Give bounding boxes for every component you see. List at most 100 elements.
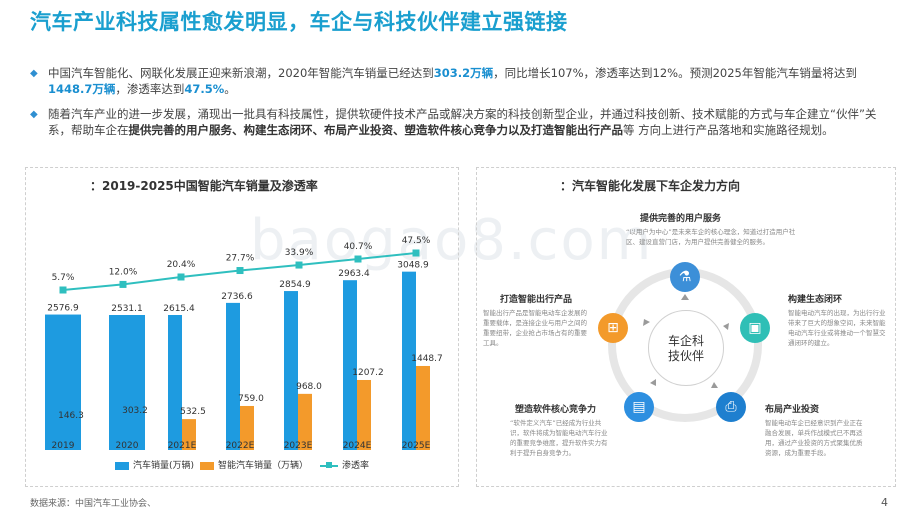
label-smart-2025E: 1448.7 — [411, 354, 443, 364]
hub-center-line-1: 车企科 — [667, 334, 704, 348]
bar-smart-2021E — [182, 419, 196, 450]
label-rate-2022E: 27.7% — [226, 254, 255, 264]
page-number: 4 — [881, 496, 888, 509]
x-tick-2021E: 2021E — [168, 441, 197, 451]
bullet-2-bold: 提供完善的用户服务、构建生态闭环、布局产业投资、塑造软件核心竞争力以及打造智能出… — [128, 123, 624, 137]
bullet-2-text: 随着汽车产业的进一步发展，涌现出一批具有科技属性，提供软硬件技术产品或解决方案的… — [48, 107, 877, 137]
source-note: 数据来源：中国汽车工业协会、 — [30, 499, 157, 509]
chart-panel — [25, 167, 459, 487]
bar-total-2025E — [402, 271, 416, 450]
bullet-1-highlight-rate-2025: 47.5% — [184, 82, 225, 96]
label-smart-2019: 146.3 — [58, 411, 84, 421]
node-ecosystem: ▣ — [740, 313, 770, 343]
network-icon: ⊞ — [607, 320, 619, 336]
hub-center-label: 车企科 技伙伴 — [648, 334, 724, 364]
bar-total-2021E — [168, 315, 182, 450]
point-rate-2022E — [236, 267, 244, 275]
bullet-1: ◆ 中国汽车智能化、网联化发展正迎来新浪潮，2020年智能汽车销量已经达到303… — [30, 65, 870, 97]
bullet-1-text-4: 。 — [224, 82, 236, 96]
bullet-1-text: 中国汽车智能化、网联化发展正迎来新浪潮，2020年智能汽车销量已经达到 — [48, 66, 434, 80]
bar-smart-2023E — [298, 393, 312, 450]
chart-panel-title: ：2019-2025中国智能汽车销量及渗透率 — [90, 179, 318, 193]
bar-total-2020 — [109, 315, 145, 450]
block-desc-investment: 智能电动车企已经意识到产业正在融合发展，单兵作战模式已不再适用，通过产业投资的方… — [765, 419, 863, 457]
legend-swatch-smart — [200, 461, 214, 470]
node-user-service: ⚗ — [670, 262, 700, 292]
label-rate-2019: 5.7% — [52, 273, 75, 283]
block-title-software: 塑造软件核心竞争力 — [515, 405, 597, 415]
label-total-2023E: 2854.9 — [279, 280, 311, 290]
label-total-2025E: 3048.9 — [397, 261, 429, 271]
block-desc-ecosystem: 智能电动汽车的出现，为出行行业带来了巨大的想象空间，未来智能电动汽车行业或将推动… — [788, 309, 886, 347]
block-desc-mobility: 智能出行产品是智能电动车企发展的重要载体，是连接企业与用户之间的重要纽带，企业抢… — [483, 309, 587, 347]
directions-panel — [476, 167, 896, 487]
bullet-1-text-2: ，同比增长107%，渗透率达到12%。预测2025年智能汽车销量将达到 — [493, 66, 857, 80]
x-tick-2023E: 2023E — [284, 441, 313, 451]
image-icon: ▣ — [748, 320, 762, 336]
bar-total-2023E — [284, 291, 298, 450]
x-tick-2020: 2020 — [116, 441, 139, 451]
point-rate-2025E — [412, 249, 420, 257]
point-rate-2020 — [119, 280, 127, 288]
label-rate-2023E: 33.9% — [285, 248, 314, 258]
legend-label-rate: 渗透率 — [342, 461, 370, 471]
document-icon: ▤ — [632, 399, 646, 415]
label-total-2024E: 2963.4 — [338, 269, 370, 279]
label-smart-2024E: 1207.2 — [352, 368, 384, 378]
x-tick-2019: 2019 — [52, 441, 75, 451]
hub-center-line-2: 技伙伴 — [667, 349, 704, 363]
block-title-mobility: 打造智能出行产品 — [500, 295, 573, 305]
block-desc-user-service: “以用户为中心”是未来车企的核心理念，知道过打造用户社区、建设直营门店，为用户提… — [626, 228, 796, 246]
legend-label-total: 汽车销量(万辆) — [133, 461, 195, 471]
legend-total: 汽车销量(万辆) — [115, 458, 194, 471]
point-rate-2024E — [354, 255, 362, 263]
label-smart-2020: 303.2 — [122, 406, 148, 416]
bullet-1-text-3: ，渗透率达到 — [115, 82, 185, 96]
bar-smart-2025E — [416, 365, 430, 450]
block-title-user-service: 提供完善的用户服务 — [640, 214, 722, 224]
point-rate-2021E — [177, 273, 185, 281]
flask-icon: ⚗ — [678, 269, 692, 285]
hub-center — [648, 310, 724, 386]
diamond-bullet-icon: ◆ — [30, 68, 38, 79]
label-rate-2025E: 47.5% — [402, 236, 431, 246]
bar-smart-2024E — [357, 379, 371, 450]
legend-label-smart: 智能汽车销量（万辆） — [218, 461, 309, 471]
label-rate-2021E: 20.4% — [167, 260, 196, 270]
x-tick-2022E: 2022E — [226, 441, 255, 451]
label-total-2022E: 2736.6 — [221, 292, 253, 302]
legend-smart: 智能汽车销量（万辆） — [200, 458, 308, 471]
label-rate-2020: 12.0% — [109, 267, 138, 277]
block-title-ecosystem: 构建生态闭环 — [788, 295, 843, 305]
bullet-2: ◆ 随着汽车产业的进一步发展，涌现出一批具有科技属性，提供软硬件技术产品或解决方… — [30, 106, 890, 138]
node-mobility: ⊞ — [598, 313, 628, 343]
bullet-1-highlight-sales-2020: 303.2万辆 — [433, 66, 494, 80]
node-software: ▤ — [624, 392, 654, 422]
bar-total-2024E — [343, 280, 357, 450]
legend-swatch-rate — [320, 461, 338, 468]
page-title: 汽车产业科技属性愈发明显，车企与科技伙伴建立强链接 — [30, 10, 568, 34]
bullet-1-highlight-sales-2025: 1448.7万辆 — [48, 82, 116, 96]
bar-total-2022E — [226, 302, 240, 450]
legend-rate: 渗透率 — [320, 458, 369, 471]
diamond-bullet-icon: ◆ — [30, 109, 38, 120]
directions-panel-title: ：汽车智能化发展下车企发力方向 — [560, 179, 741, 193]
x-tick-2025E: 2025E — [402, 441, 431, 451]
watermark: baogao8.com — [250, 208, 654, 273]
bar-smart-2022E — [240, 405, 254, 450]
block-desc-software: “软件定义汽车”已经成为行业共识，软件将成为智能电动汽车行业的重要竞争维度，提升… — [510, 419, 608, 457]
label-smart-2022E: 759.0 — [238, 394, 264, 404]
label-total-2019: 2576.9 — [47, 304, 79, 314]
point-rate-2023E — [295, 261, 303, 269]
block-title-investment: 布局产业投资 — [765, 405, 820, 415]
label-smart-2021E: 532.5 — [180, 407, 206, 417]
label-total-2021E: 2615.4 — [163, 304, 195, 314]
legend-swatch-total — [115, 461, 129, 470]
label-rate-2024E: 40.7% — [344, 242, 373, 252]
bar-total-2019 — [45, 314, 81, 450]
label-total-2020: 2531.1 — [111, 304, 143, 314]
printer-icon: ⎙ — [725, 399, 737, 415]
x-tick-2024E: 2024E — [343, 441, 372, 451]
label-smart-2023E: 968.0 — [296, 382, 322, 392]
